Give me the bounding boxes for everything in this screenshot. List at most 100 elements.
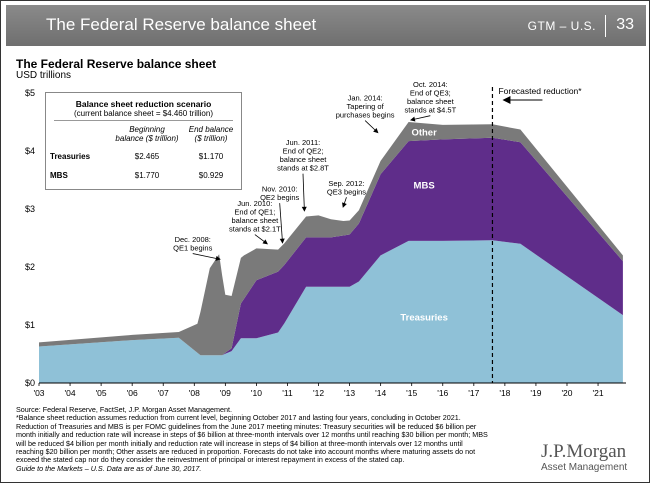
annotation-text: Nov. 2010: QE2 begins [260, 185, 299, 203]
footnote-line: Source: Federal Reserve, FactSet, J.P. M… [16, 405, 232, 414]
area-mbs [39, 137, 623, 356]
treasuries-end: $1.170 [198, 152, 224, 161]
annotation-arrow [302, 173, 305, 208]
scenario-subtitle: (current balance sheet = $4.460 trillion… [74, 109, 213, 118]
annotation-line: Nov. 2010: [262, 185, 298, 194]
x-tick-label: '08 [189, 388, 200, 398]
annotation-line: Oct. 2014: [413, 80, 448, 89]
x-tick-label: '03 [33, 388, 44, 398]
x-tick-label: '12 [313, 388, 324, 398]
annotation-line: stands at $4.5T [404, 106, 456, 115]
header-bar: The Federal Reserve balance sheet GTM – … [6, 5, 646, 46]
annotation-line: balance sheet [407, 97, 455, 106]
annotation-line: End of QE2; [283, 147, 324, 156]
series-label-treasuries: Treasuries [400, 312, 448, 323]
x-tick-label: '20 [561, 388, 572, 398]
annotation-text: Oct. 2014: End of QE3; balance sheet stands… [404, 80, 456, 115]
forecast-arrowhead [502, 96, 511, 104]
col-begin-line2: balance ($ trillion) [115, 134, 179, 143]
annotation-arrow [343, 197, 347, 205]
annotation-line: Sep. 2012: [328, 179, 364, 188]
y-tick-label: $2 [25, 262, 35, 272]
scenario-title: Balance sheet reduction scenario [75, 99, 212, 109]
annotation-arrow [254, 234, 265, 243]
footnote-line: month initially and reduction rate will … [16, 430, 488, 440]
annotation-line: End of QE1; [234, 208, 275, 217]
annotation-line: Jan. 2014: [348, 94, 383, 103]
header-divider [605, 15, 606, 37]
annotation-line: stands at $2.1T [229, 225, 281, 234]
x-tick-label: '05 [96, 388, 107, 398]
footnote-line: Guide to the Markets – U.S. Data are as … [16, 463, 202, 473]
annotation-arrow [279, 203, 283, 240]
mbs-end: $0.929 [198, 171, 224, 180]
annotation-text: Jun. 2011: End of QE2; balance sheet stands… [277, 138, 329, 173]
annotation-line: End of QE3; [410, 89, 451, 98]
annotation-text: Jun. 2010: End of QE1; balance sheet stands… [229, 199, 281, 234]
annotation-line: QE2 begins [260, 193, 299, 202]
row-label-treasuries: Treasuries [50, 152, 91, 161]
scenario-table: Balance sheet reduction scenario (curren… [45, 92, 242, 190]
col-end-line2: ($ trillion) [194, 134, 228, 143]
x-tick-label: '13 [344, 388, 355, 398]
footnote-line: *Balance sheet reduction assumes reducti… [16, 413, 461, 423]
annotation-line: balance sheet [232, 216, 280, 225]
jpmorgan-logo: J.P.Morgan [541, 441, 627, 462]
x-tick-label: '15 [406, 388, 417, 398]
header-title: The Federal Reserve balance sheet [46, 15, 317, 34]
area-treasuries [39, 240, 623, 383]
annotation-arrowhead [279, 238, 285, 244]
scenario-rule [54, 120, 233, 121]
x-tick-label: '19 [530, 388, 541, 398]
series-label-mbs: MBS [414, 181, 435, 192]
annotation-arrowhead [262, 239, 268, 245]
annotation-line: Dec. 2008: [175, 235, 211, 244]
annotation-line: Jun. 2011: [286, 138, 320, 147]
x-tick-label: '18 [499, 388, 510, 398]
x-tick-label: '11 [282, 388, 293, 398]
chart-title: The Federal Reserve balance sheet [16, 57, 217, 71]
x-tick-label: '06 [127, 388, 138, 398]
y-tick-label: $1 [25, 320, 35, 330]
page-number: 33 [616, 16, 634, 33]
annotation-arrow [364, 120, 376, 131]
col-begin-line1: Beginning [129, 125, 165, 134]
x-tick-label: '14 [375, 388, 386, 398]
footnote-line: exceed the stated cap nor do they consid… [16, 455, 405, 465]
annotation-line: purchases begins [336, 111, 395, 120]
y-tick-label: $0 [25, 378, 35, 388]
x-tick-label: '16 [437, 388, 448, 398]
x-tick-label: '21 [593, 388, 604, 398]
footnote-line: reaching $20 billion per month; Other as… [16, 447, 476, 457]
chart-unit: USD trillions [16, 70, 72, 81]
annotation-arrowhead [373, 128, 379, 134]
x-tick-label: '17 [468, 388, 479, 398]
annotation-line: Tapering of [347, 102, 385, 111]
footnote-line: will be reduced $4 billion per month ini… [16, 438, 463, 448]
x-tick-label: '04 [65, 388, 76, 398]
treasuries-begin: $2.465 [134, 152, 160, 161]
annotation-line: QE3 begins [327, 187, 366, 196]
x-tick-label: '07 [158, 388, 169, 398]
annotation-line: Jun. 2010: [237, 199, 272, 208]
footnotes: Source: Federal Reserve, FactSet, J.P. M… [16, 405, 506, 473]
annotation-text: Sep. 2012: QE3 begins [327, 179, 366, 197]
annotation-text: Dec. 2008: QE1 begins [173, 235, 212, 253]
y-tick-label: $4 [25, 146, 35, 156]
header-section: GTM – U.S. [527, 19, 596, 33]
annotation-arrow [413, 115, 431, 120]
annotation-line: balance sheet [280, 155, 328, 164]
row-label-mbs: MBS [50, 171, 68, 180]
annotation-arrowhead [215, 255, 221, 261]
x-tick-label: '09 [220, 388, 231, 398]
annotation-line: QE1 begins [173, 244, 212, 253]
col-end-line1: End balance [188, 125, 234, 134]
annotation-text: Jan. 2014: Tapering of purchases begins [336, 94, 395, 120]
y-tick-label: $3 [25, 204, 35, 214]
annotation-arrow [192, 253, 218, 260]
annotation-arrowhead [301, 206, 307, 212]
annotation-arrowhead [409, 116, 416, 122]
annotation-line: stands at $2.8T [277, 164, 329, 173]
